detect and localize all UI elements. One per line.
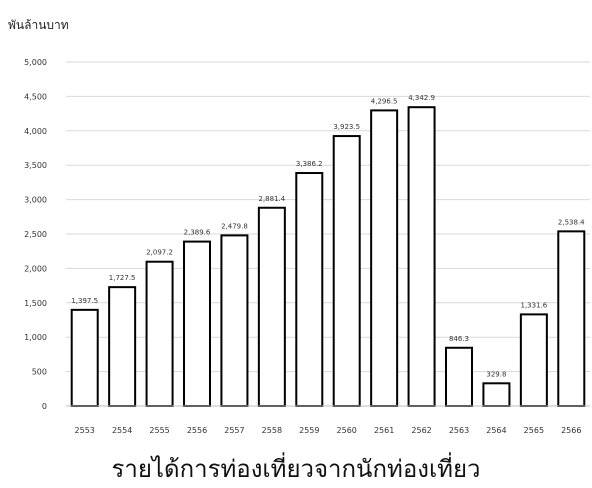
bar xyxy=(557,230,586,407)
x-tick-label: 2555 xyxy=(149,426,169,435)
x-tick-label: 2562 xyxy=(411,426,431,435)
bar xyxy=(108,286,137,408)
x-tick-label: 2561 xyxy=(374,426,394,435)
data-label: 2,389.6 xyxy=(184,229,211,237)
y-tick-label: 500 xyxy=(32,368,47,377)
bar xyxy=(257,206,286,407)
data-label: 2,479.8 xyxy=(221,222,248,230)
data-label: 1,727.5 xyxy=(109,274,136,282)
x-tick-label: 2560 xyxy=(337,426,357,435)
x-tick-label: 2558 xyxy=(262,426,282,435)
chart-title: รายได้การท่องเที่ยวจากนักท่องเที่ยว xyxy=(111,455,481,483)
y-tick-label: 4,000 xyxy=(24,127,47,136)
y-tick-label: 5,000 xyxy=(24,58,47,67)
y-tick-label: 0 xyxy=(42,402,47,411)
bar xyxy=(445,346,473,408)
x-tick-label: 2554 xyxy=(112,426,132,435)
data-label: 4,296.5 xyxy=(371,97,398,105)
data-label: 3,923.5 xyxy=(333,123,360,131)
data-label: 846.3 xyxy=(449,335,469,343)
data-label: 1,397.5 xyxy=(71,297,98,305)
y-tick-label: 3,500 xyxy=(24,161,47,170)
data-label: 3,386.2 xyxy=(296,160,323,168)
bar xyxy=(519,313,548,408)
bar xyxy=(407,106,436,408)
x-tick-label: 2559 xyxy=(299,426,319,435)
data-label: 2,881.4 xyxy=(258,195,285,203)
data-label: 2,097.2 xyxy=(146,249,173,257)
y-tick-label: 1,000 xyxy=(24,333,47,342)
bar xyxy=(295,172,324,407)
bar xyxy=(220,234,249,407)
y-tick-label: 3,000 xyxy=(24,196,47,205)
y-tick-label: 2,500 xyxy=(24,230,47,239)
x-tick-label: 2556 xyxy=(187,426,207,435)
y-tick-label: 4,500 xyxy=(24,92,47,101)
bar xyxy=(183,240,211,407)
x-tick-label: 2565 xyxy=(524,426,544,435)
y-tick-label: 1,500 xyxy=(24,299,47,308)
data-label: 329.8 xyxy=(486,370,506,378)
data-label: 2,538.4 xyxy=(558,218,585,226)
y-axis-unit-label: พันล้านบาท xyxy=(8,18,69,32)
x-tick-label: 2564 xyxy=(486,426,506,435)
x-tick-label: 2563 xyxy=(449,426,469,435)
data-label: 4,342.9 xyxy=(408,94,435,102)
bar xyxy=(332,135,361,407)
y-tick-label: 2,000 xyxy=(24,264,47,273)
bar xyxy=(370,109,399,408)
data-label: 1,331.6 xyxy=(520,301,547,309)
bar xyxy=(482,382,511,407)
x-tick-label: 2553 xyxy=(75,426,95,435)
bar xyxy=(145,260,174,407)
bar xyxy=(70,308,99,407)
x-tick-label: 2557 xyxy=(224,426,244,435)
x-tick-label: 2566 xyxy=(561,426,581,435)
